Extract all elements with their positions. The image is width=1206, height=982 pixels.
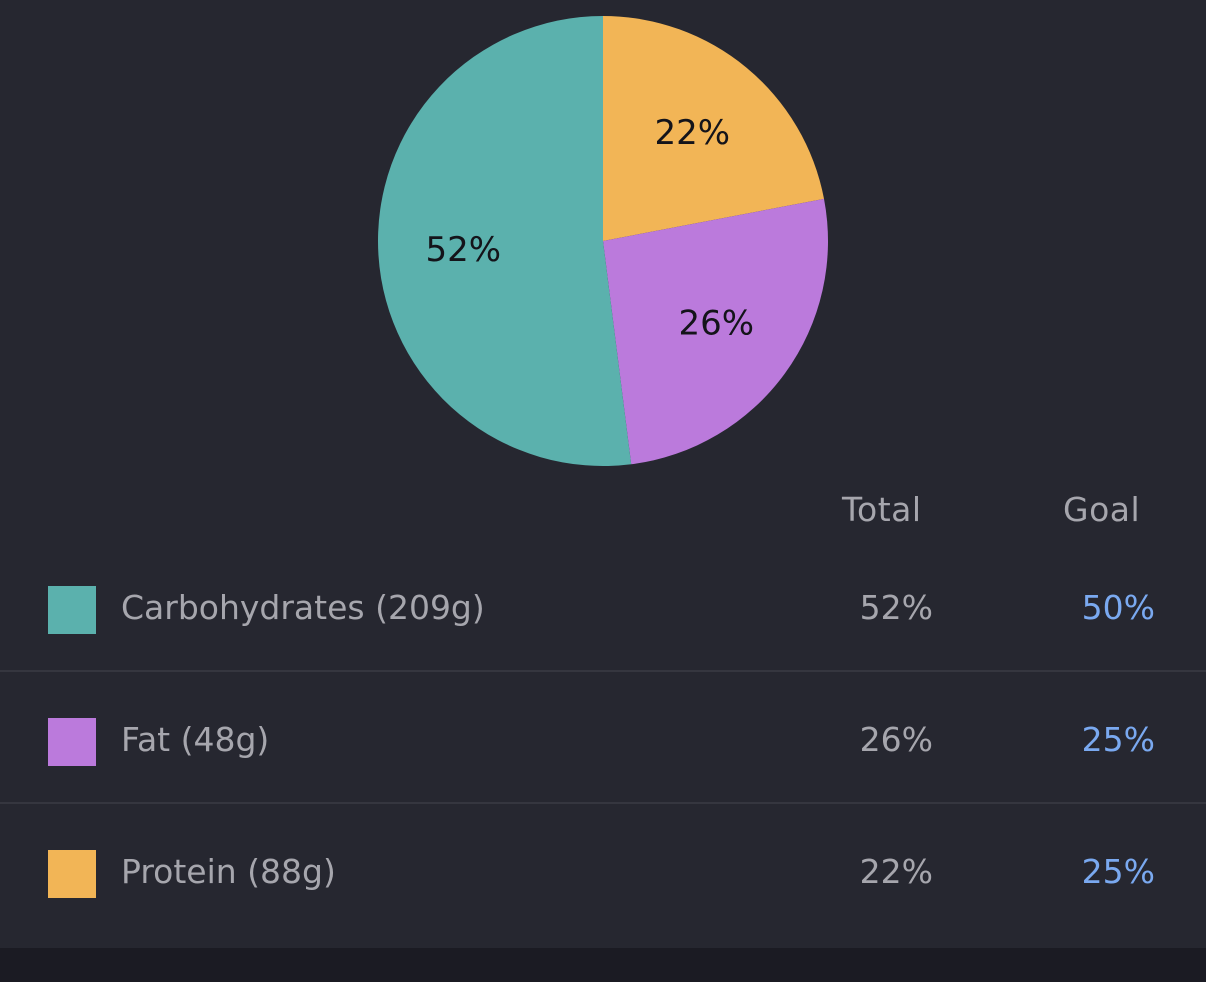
fat-color-swatch	[48, 718, 96, 766]
protein-color-swatch	[48, 850, 96, 898]
total-column-header: Total	[842, 490, 922, 529]
macronutrients-panel: 22% 26% 52% Total Goal Carbohydrates (209g…	[0, 0, 1206, 948]
pie-label-carbohydrates: 52%	[425, 230, 501, 270]
pie-slice-fat	[603, 198, 828, 465]
pie-label-protein: 22%	[654, 113, 730, 153]
protein-label: Protein (88g)	[121, 852, 336, 891]
protein-total: 22%	[859, 852, 933, 891]
carbohydrates-goal[interactable]: 50%	[1081, 588, 1155, 627]
pie-label-fat: 26%	[678, 303, 754, 343]
fat-goal[interactable]: 25%	[1081, 720, 1155, 759]
macronutrient-pie-chart: 22% 26% 52%	[378, 16, 828, 466]
goal-column-header: Goal	[1063, 490, 1141, 529]
pie-slice-carbohydrates	[378, 16, 632, 466]
carbohydrates-color-swatch	[48, 586, 96, 634]
macro-row-protein[interactable]: Protein (88g) 22% 25%	[0, 802, 1206, 934]
macro-row-fat[interactable]: Fat (48g) 26% 25%	[0, 670, 1206, 804]
fat-label: Fat (48g)	[121, 720, 270, 759]
fat-total: 26%	[859, 720, 933, 759]
carbohydrates-total: 52%	[859, 588, 933, 627]
carbohydrates-label: Carbohydrates (209g)	[121, 588, 485, 627]
protein-goal[interactable]: 25%	[1081, 852, 1155, 891]
macro-row-carbohydrates[interactable]: Carbohydrates (209g) 52% 50%	[0, 538, 1206, 672]
pie-slice-protein	[603, 16, 825, 241]
